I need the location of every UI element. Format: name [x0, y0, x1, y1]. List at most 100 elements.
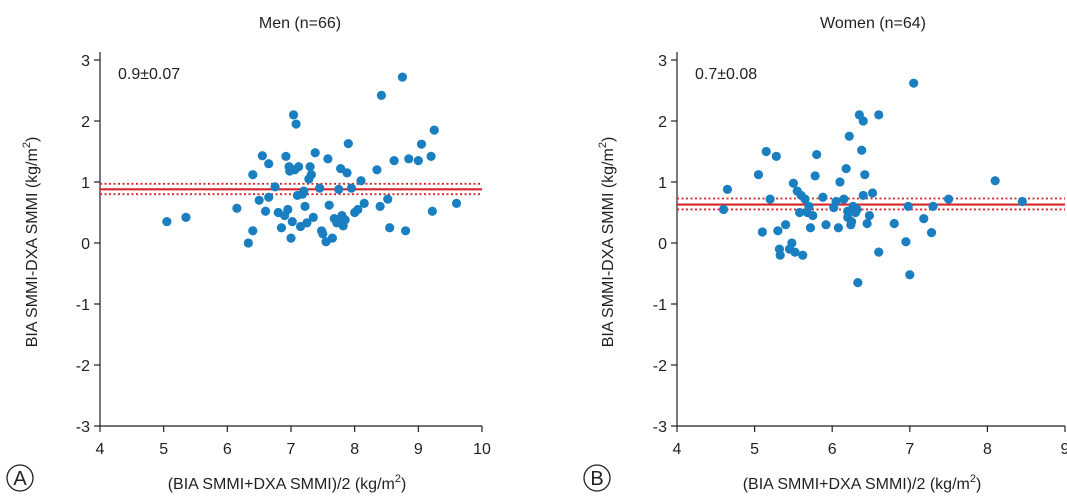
- data-point: [308, 212, 318, 222]
- data-point: [860, 170, 870, 180]
- data-point: [372, 165, 382, 175]
- data-point: [310, 148, 320, 158]
- data-point: [305, 162, 315, 172]
- data-point: [843, 206, 853, 216]
- y-tick-label: 0: [658, 236, 667, 253]
- data-point: [831, 196, 841, 207]
- y-tick-label: -2: [653, 358, 667, 375]
- data-point: [818, 192, 828, 202]
- panel-label: B: [590, 468, 603, 490]
- data-point: [264, 192, 274, 202]
- data-point: [722, 184, 733, 194]
- data-point: [874, 110, 884, 120]
- data-point: [315, 183, 325, 193]
- x-tick-label: 4: [96, 441, 105, 458]
- data-point: [451, 198, 462, 208]
- x-tick-label: 8: [983, 441, 992, 458]
- data-point: [765, 194, 775, 204]
- data-point: [427, 206, 437, 216]
- data-point: [867, 188, 878, 198]
- data-point: [401, 226, 411, 236]
- panel-b-women: -3 -2 -1 0 1 2 3 4 5 6 7 8 9 Women (n=64) 0.7±0.08 (BIA…: [583, 15, 1067, 493]
- data-point: [299, 186, 309, 196]
- data-point: [862, 218, 872, 229]
- y-tick-label: -2: [76, 358, 90, 375]
- data-point: [323, 154, 333, 164]
- data-point: [795, 207, 805, 218]
- data-point: [775, 250, 785, 260]
- data-point: [232, 203, 242, 213]
- data-point: [761, 146, 771, 157]
- y-tick-label: 3: [658, 53, 667, 70]
- data-point: [404, 154, 414, 164]
- data-point: [416, 139, 427, 149]
- data-point: [889, 218, 899, 229]
- data-point: [276, 223, 287, 233]
- data-point: [847, 217, 857, 227]
- y-tick-label: -1: [76, 297, 90, 314]
- x-tick-label: 4: [673, 441, 682, 458]
- data-point: [781, 220, 791, 230]
- y-axis-label: BIA SMMI-DXA SMMI (kg/m2): [597, 137, 617, 348]
- x-axis-label: (BIA SMMI+DXA SMMI)/2 (kg/m2): [743, 473, 982, 493]
- x-tick-label: 7: [905, 441, 914, 458]
- data-point: [340, 215, 350, 225]
- data-point: [264, 159, 274, 169]
- data-point: [857, 145, 867, 155]
- data-point: [926, 228, 937, 238]
- x-tick-label: 5: [159, 441, 168, 458]
- data-point: [990, 176, 1000, 186]
- data-point: [787, 238, 797, 248]
- data-point: [286, 233, 296, 243]
- data-point: [812, 149, 822, 160]
- data-point: [257, 151, 267, 161]
- data-point: [376, 90, 387, 100]
- data-point: [909, 78, 919, 88]
- data-point: [383, 194, 393, 204]
- y-tick-label: 2: [658, 114, 667, 131]
- data-point: [839, 194, 849, 204]
- data-point: [874, 247, 884, 257]
- data-point: [810, 171, 820, 181]
- data-point: [790, 247, 800, 257]
- data-point: [805, 223, 816, 233]
- data-point: [342, 168, 352, 178]
- data-point: [835, 177, 845, 187]
- data-point: [291, 119, 301, 129]
- data-point: [757, 227, 767, 237]
- data-point: [1017, 196, 1027, 207]
- data-point: [858, 190, 868, 201]
- x-tick-label: 5: [750, 441, 759, 458]
- data-point: [804, 201, 814, 211]
- y-tick-label: -1: [653, 297, 667, 314]
- data-point: [833, 223, 844, 233]
- data-point: [302, 218, 312, 228]
- data-point: [359, 198, 369, 208]
- data-point: [905, 270, 915, 280]
- data-point: [327, 233, 337, 243]
- y-tick-label: 3: [81, 53, 90, 70]
- data-point: [903, 201, 913, 211]
- data-point: [385, 223, 395, 233]
- data-point: [853, 278, 863, 288]
- panel-label-circle: [6, 464, 34, 492]
- data-point: [162, 217, 172, 227]
- data-point: [944, 194, 954, 204]
- data-point: [753, 170, 764, 180]
- data-point: [287, 217, 297, 227]
- mean-sd-annotation: 0.7±0.08: [695, 66, 757, 83]
- data-point: [343, 138, 353, 149]
- data-point: [426, 151, 436, 161]
- x-tick-label: 6: [828, 441, 837, 458]
- data-point: [353, 204, 363, 215]
- data-point: [864, 210, 875, 221]
- data-point: [288, 110, 299, 120]
- data-point: [254, 195, 264, 205]
- data-point: [844, 131, 854, 141]
- y-tick-label: 1: [658, 175, 667, 192]
- y-tick-label: 1: [81, 175, 90, 192]
- data-point: [841, 163, 851, 174]
- data-point: [821, 220, 831, 230]
- x-tick-label: 10: [473, 441, 491, 458]
- data-point: [248, 226, 258, 236]
